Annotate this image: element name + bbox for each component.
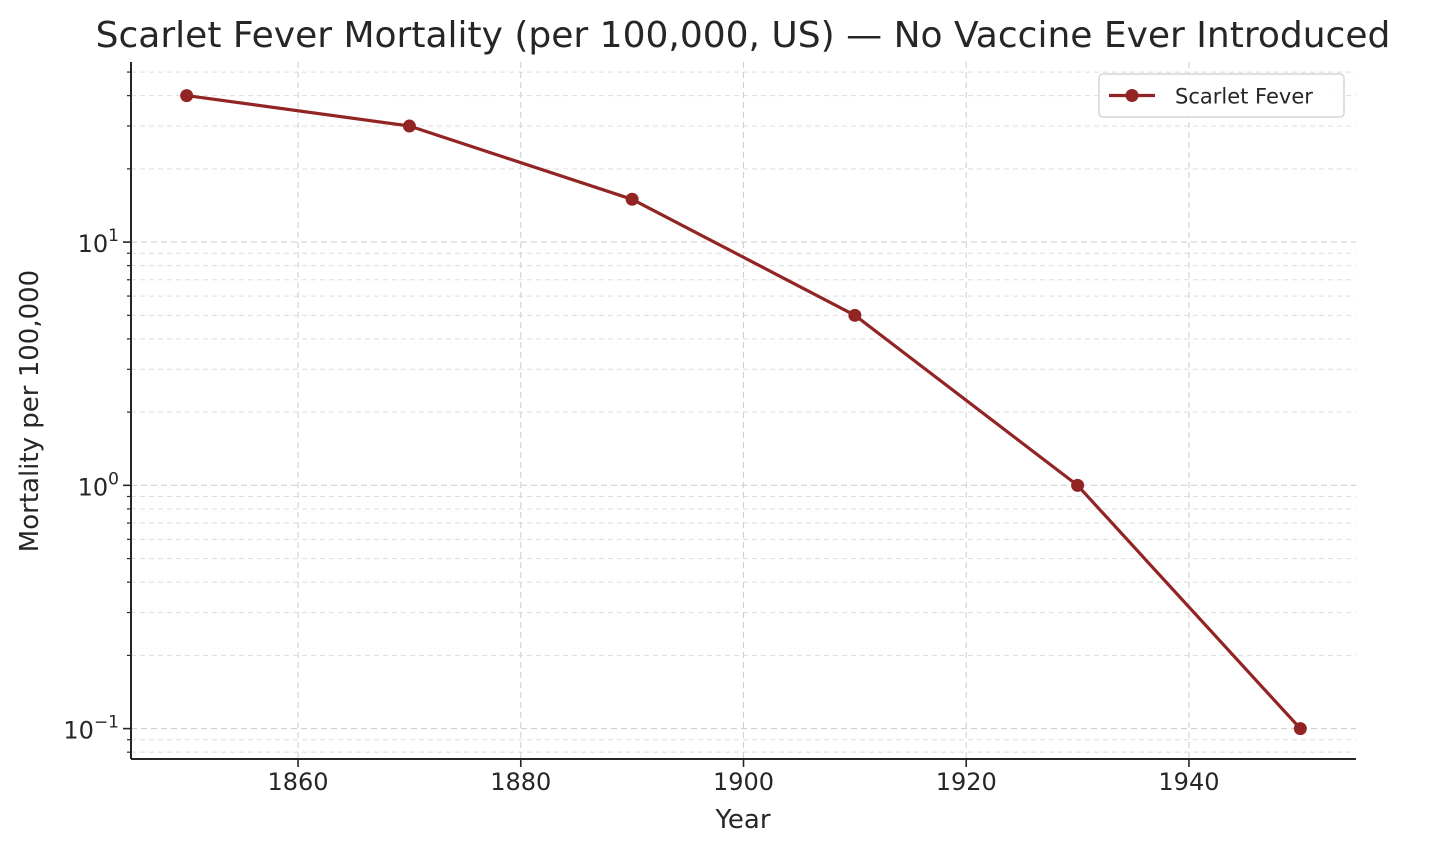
data-point — [402, 119, 416, 133]
data-point — [848, 308, 862, 322]
x-tick-label: 1940 — [1158, 768, 1219, 796]
data-point — [1071, 478, 1085, 492]
x-axis-ticks: 1860 1880 1900 1920 1940 — [268, 759, 1219, 796]
y-tick-label: 101 — [78, 226, 119, 258]
legend: Scarlet Fever — [1098, 73, 1345, 118]
y-axis-label: Mortality per 100,000 — [15, 270, 45, 552]
legend-box — [1098, 73, 1345, 118]
chart-title: Scarlet Fever Mortality (per 100,000, US… — [96, 15, 1391, 56]
legend-marker — [1125, 89, 1139, 102]
series-line — [186, 94, 1302, 730]
y-tick-label: 10−1 — [63, 713, 119, 745]
x-tick-label: 1880 — [490, 768, 551, 796]
legend-label: Scarlet Fever — [1175, 85, 1313, 109]
y-tick-label: 100 — [78, 469, 119, 501]
x-axis-label: Year — [714, 805, 770, 835]
series-group — [180, 89, 1307, 736]
x-tick-label: 1920 — [936, 768, 997, 796]
x-tick-label: 1860 — [268, 768, 329, 796]
data-point — [180, 89, 194, 103]
grid — [131, 62, 1356, 759]
x-tick-label: 1900 — [713, 768, 774, 796]
data-point — [1293, 722, 1307, 736]
data-point — [625, 192, 639, 206]
y-axis-ticks: 10−1 100 101 — [63, 71, 131, 753]
